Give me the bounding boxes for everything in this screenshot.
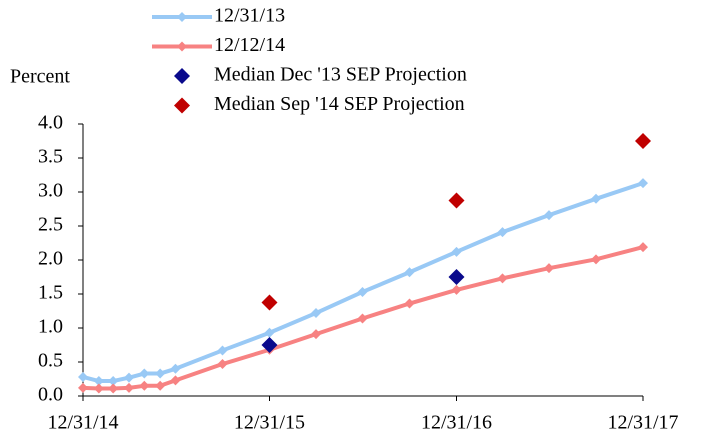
line-marker [139, 380, 150, 391]
line-marker [357, 313, 368, 324]
line-marker [543, 263, 554, 274]
line-marker [155, 380, 166, 391]
y-tick-label: 2.0 [38, 248, 63, 270]
line-marker [590, 193, 601, 204]
line-marker [123, 382, 134, 393]
legend-label: Median Dec '13 SEP Projection [214, 64, 467, 86]
line-marker [357, 286, 368, 297]
x-tick-label: 12/31/15 [234, 412, 305, 434]
line-marker [108, 376, 119, 387]
line-marker [78, 371, 88, 382]
line-marker [93, 383, 104, 394]
y-tick-label: 3.0 [38, 180, 63, 202]
line-marker [170, 375, 181, 386]
y-tick-label: 0.5 [38, 350, 63, 372]
line-marker [638, 242, 648, 253]
scatter-point [448, 269, 465, 285]
legend-marker [177, 12, 187, 22]
legend-marker [174, 68, 190, 84]
line-marker [108, 383, 119, 394]
y-tick-label: 4.0 [38, 112, 63, 134]
line-marker [310, 329, 321, 340]
x-tick-label: 12/31/14 [47, 412, 118, 434]
x-tick-label: 12/31/16 [421, 412, 492, 434]
line-marker [590, 254, 601, 265]
line-marker [404, 298, 415, 309]
line-marker [638, 178, 648, 189]
legend-marker [177, 41, 187, 52]
line-marker [497, 227, 508, 238]
line-marker [451, 246, 462, 257]
legend-label: 12/31/13 [214, 5, 285, 27]
scatter-point [635, 133, 651, 149]
line-marker [155, 368, 166, 379]
y-tick-label: 1.5 [38, 282, 63, 304]
line-marker [93, 376, 104, 387]
x-tick-label: 12/31/17 [607, 412, 678, 434]
scatter-point [261, 337, 278, 353]
legend-label: Median Sep '14 SEP Projection [214, 93, 465, 115]
scatter-point [448, 192, 465, 209]
line-marker [404, 267, 415, 278]
line-marker [123, 372, 134, 383]
line-marker [217, 345, 228, 356]
line-marker [170, 363, 181, 374]
line-marker [543, 210, 554, 221]
line-marker [264, 327, 275, 338]
series-line [82, 181, 644, 384]
legend-marker [174, 97, 190, 114]
y-tick-label: 3.5 [38, 146, 63, 168]
line-marker [217, 359, 228, 370]
line-marker [78, 382, 88, 393]
line-marker [451, 284, 462, 295]
line-marker [139, 368, 150, 379]
line-marker [310, 308, 321, 319]
y-axis-label: Percent [10, 66, 70, 88]
scatter-point [261, 294, 278, 311]
y-tick-label: 1.0 [38, 316, 63, 338]
line-marker [497, 273, 508, 284]
y-tick-label: 2.5 [38, 214, 63, 236]
y-tick-label: 0.0 [38, 384, 63, 406]
legend-label: 12/12/14 [214, 34, 285, 56]
